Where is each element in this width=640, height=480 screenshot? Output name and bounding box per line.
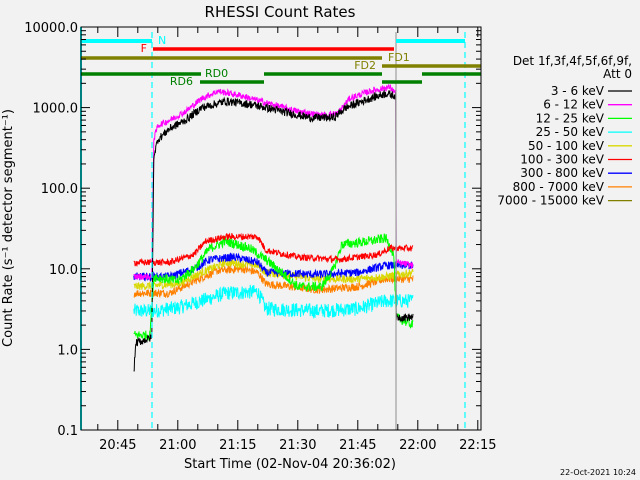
plot-frame bbox=[80, 26, 482, 431]
legend-label: 7000 - 15000 keV bbox=[497, 194, 604, 208]
state-label-rd0: RD0 bbox=[205, 67, 228, 80]
series-line-300-800kev bbox=[133, 252, 414, 283]
state-label-fd2: FD2 bbox=[354, 59, 376, 72]
state-label-rd6: RD6 bbox=[170, 75, 193, 88]
y-tick-label: 1.0 bbox=[57, 343, 78, 358]
x-tick-label: 21:45 bbox=[339, 438, 376, 453]
legend-label: 12 - 25 keV bbox=[536, 111, 605, 125]
y-tick-label: 1000.0 bbox=[33, 102, 79, 117]
legend-label: 800 - 7000 keV bbox=[513, 180, 605, 194]
x-axis-label: Start Time (02-Nov-04 20:36:02) bbox=[184, 457, 396, 472]
legend-label: 300 - 800 keV bbox=[520, 166, 604, 180]
legend-label: 6 - 12 keV bbox=[543, 98, 605, 112]
legend-label: 100 - 300 keV bbox=[520, 153, 604, 167]
series-line-6-12kev bbox=[133, 84, 414, 282]
chart-title: RHESSI Count Rates bbox=[205, 3, 356, 21]
footer-timestamp: 22-Oct-2021 10:24 bbox=[560, 468, 636, 477]
series-line-3-6kev bbox=[133, 89, 414, 372]
state-label-fd1: FD1 bbox=[388, 51, 410, 64]
x-tick-label: 22:00 bbox=[399, 438, 436, 453]
series-line-100-300kev bbox=[133, 232, 414, 268]
y-tick-label: 0.1 bbox=[57, 424, 78, 439]
x-tick-label: 22:15 bbox=[459, 438, 496, 453]
x-tick-label: 20:45 bbox=[99, 438, 136, 453]
series-line-12-25kev bbox=[133, 233, 414, 342]
legend-header-attenuator: Att 0 bbox=[603, 67, 632, 81]
legend: Det 1f,3f,4f,5f,6f,9f, Att 0 3 - 6 keV6 … bbox=[497, 54, 632, 208]
plot-area: NF FD1 FD2 RD0 RD6 10000.0 1000.0 100.0 10.0 1.0 0… bbox=[24, 21, 496, 453]
y-axis-label: Count Rate (s⁻¹ detector segment⁻¹) bbox=[1, 109, 16, 347]
legend-label: 50 - 100 keV bbox=[528, 139, 605, 153]
legend-header-detectors: Det 1f,3f,4f,5f,6f,9f, bbox=[513, 54, 632, 68]
x-tick-label: 21:00 bbox=[159, 438, 196, 453]
state-label-f: F bbox=[141, 42, 147, 55]
legend-label: 3 - 6 keV bbox=[551, 84, 605, 98]
series-line-800-7000kev bbox=[133, 264, 414, 299]
x-tick-label: 21:30 bbox=[279, 438, 316, 453]
y-tick-label: 100.0 bbox=[41, 182, 78, 197]
y-tick-label: 10.0 bbox=[49, 263, 78, 278]
series-line-25-50kev bbox=[133, 284, 414, 319]
x-tick-label: 21:15 bbox=[219, 438, 256, 453]
y-tick-label: 10000.0 bbox=[24, 21, 78, 36]
state-label-n: N bbox=[158, 34, 166, 47]
legend-label: 25 - 50 keV bbox=[536, 125, 605, 139]
